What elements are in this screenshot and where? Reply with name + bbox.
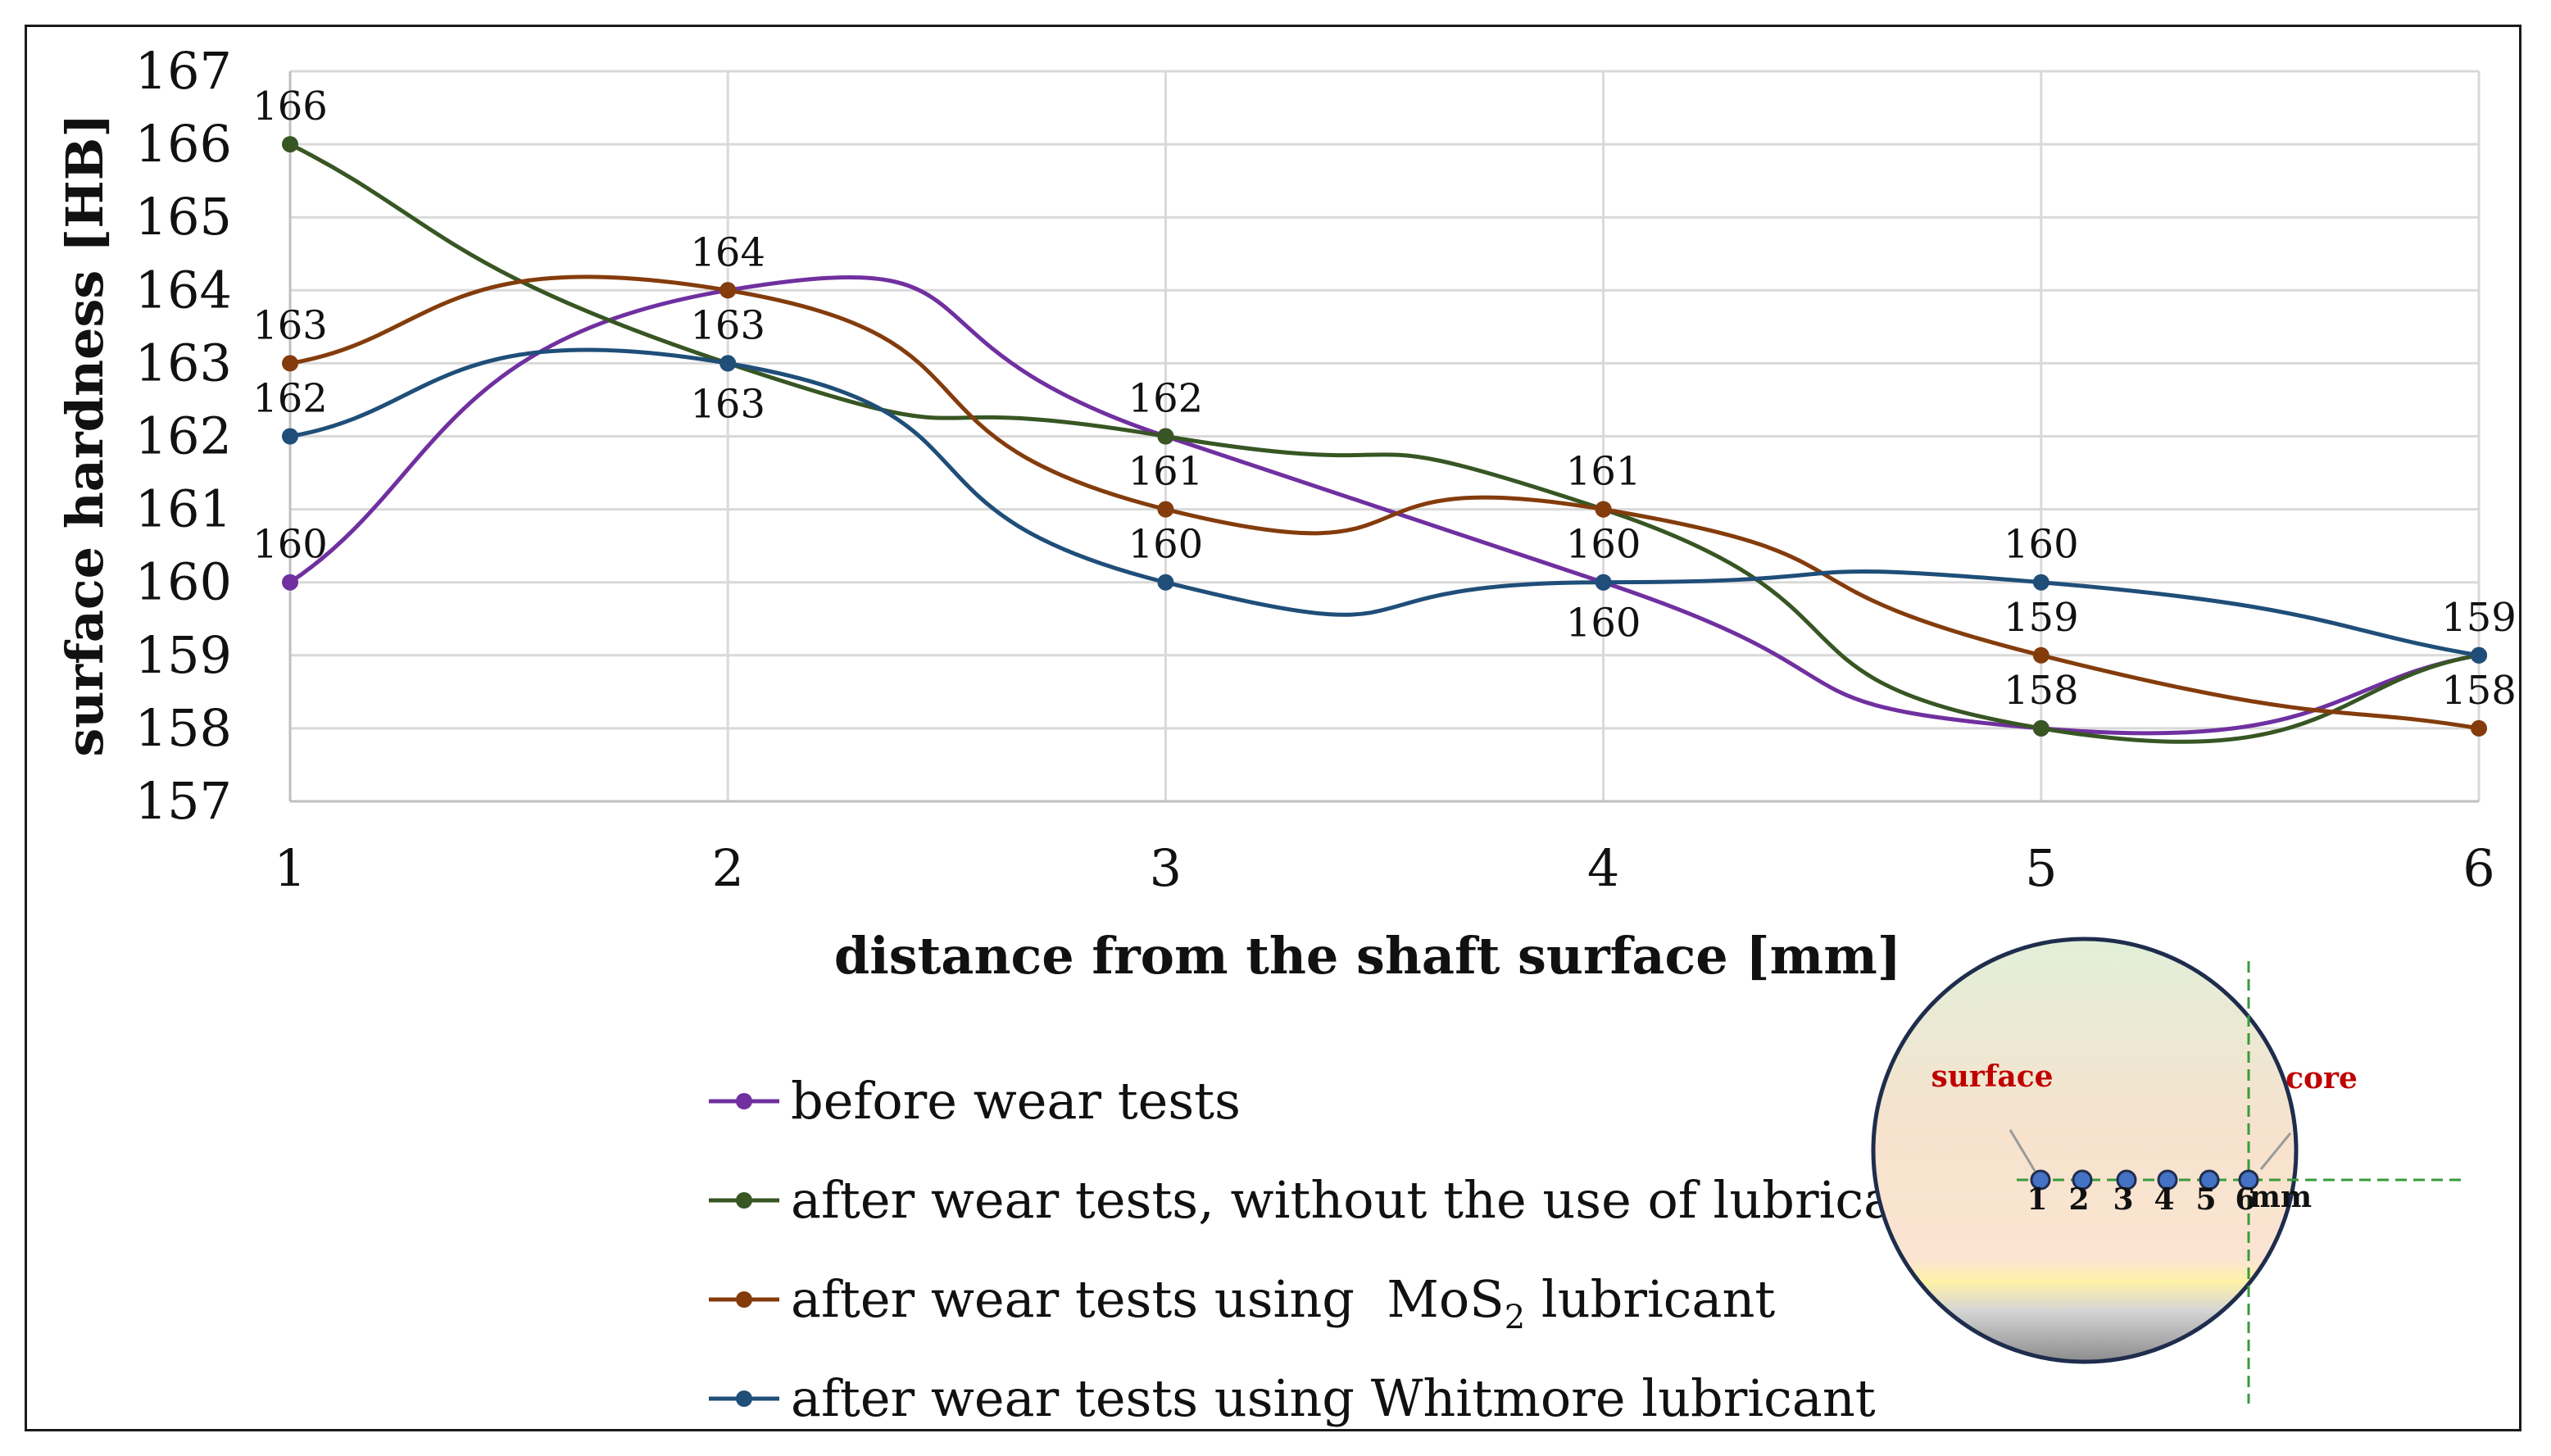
legend-item-2: after wear tests, without the use of lub… <box>709 1170 1947 1230</box>
series-2-point <box>2032 719 2049 737</box>
inset-point-label: 3 <box>2113 1182 2133 1217</box>
series-3-point <box>2032 646 2049 664</box>
data-label: 160 <box>1566 601 1641 646</box>
x-tick-label: 1 <box>274 838 306 898</box>
chart-series-lines <box>288 142 2480 744</box>
data-label: 158 <box>2004 668 2079 714</box>
legend-label-4: after wear tests using Whitmore lubrican… <box>791 1368 1876 1428</box>
data-label: 160 <box>1128 522 1204 568</box>
data-label: 163 <box>690 302 765 348</box>
y-tick-label: 158 <box>135 698 232 758</box>
y-tick-label: 167 <box>135 41 232 101</box>
y-tick-labels: 157 158 159 160 161 162 163 164 165 166 167 <box>135 41 232 831</box>
data-label: 162 <box>252 376 328 422</box>
data-label: 163 <box>690 381 765 427</box>
x-tick-label: 4 <box>1587 838 1619 898</box>
legend-marker-3 <box>736 1291 752 1308</box>
y-tick-label: 164 <box>135 260 232 320</box>
data-label: 164 <box>690 229 765 275</box>
y-tick-label: 157 <box>135 771 232 831</box>
series-2-point <box>1157 428 1174 445</box>
chart-data-labels: 166 163 162 160 164 163 163 162 161 160 161 160 160 1… <box>252 84 2517 714</box>
data-label: 163 <box>252 302 328 348</box>
inset-point-label: 1 <box>2027 1182 2047 1217</box>
y-tick-label: 166 <box>135 114 232 174</box>
legend-label-3: after wear tests using MoS2 lubricant <box>791 1269 1775 1336</box>
series-2-point <box>282 136 298 153</box>
data-label: 161 <box>1128 449 1204 495</box>
inset-point-label: 4 <box>2154 1182 2174 1217</box>
data-label: 162 <box>1128 376 1204 422</box>
data-label: 159 <box>2004 595 2079 641</box>
series-4-point <box>719 355 737 372</box>
inset-point-label: 6 <box>2235 1182 2255 1217</box>
series-1-point <box>282 574 298 591</box>
series-line-1 <box>288 275 2480 736</box>
inset-point-3 <box>2116 1169 2137 1191</box>
x-tick-label: 6 <box>2462 838 2494 898</box>
legend-item-1: before wear tests <box>709 1071 1241 1131</box>
data-label: 161 <box>1566 449 1641 495</box>
legend-item-3: after wear tests using MoS2 lubricant <box>709 1269 1775 1336</box>
surface-label: surface <box>1931 1059 2053 1094</box>
series-3-point <box>1157 501 1174 518</box>
data-label: 160 <box>252 522 328 568</box>
data-label: 158 <box>2441 668 2517 714</box>
inset-point-6 <box>2238 1169 2259 1191</box>
inset-point-label: 5 <box>2195 1182 2216 1217</box>
chart-gridlines <box>290 70 2481 801</box>
x-axis-title: distance from the shaft surface [mm] <box>834 926 1901 986</box>
series-line-2 <box>288 142 2480 744</box>
inset-point-1 <box>2030 1169 2051 1191</box>
legend-marker-4 <box>736 1390 752 1407</box>
x-tick-label: 5 <box>2025 838 2057 898</box>
chart-legend: before wear tests after wear tests, witho… <box>709 1071 1947 1428</box>
chart-series-markers <box>282 136 2487 737</box>
y-tick-label: 161 <box>135 479 232 539</box>
legend-marker-1 <box>736 1093 752 1109</box>
y-tick-label: 160 <box>135 552 232 612</box>
data-label: 166 <box>252 84 328 129</box>
series-4-point <box>1595 574 1612 591</box>
y-tick-label: 162 <box>135 406 232 466</box>
legend-marker-2 <box>736 1192 752 1209</box>
x-tick-label: 3 <box>1150 838 1182 898</box>
inset-point-2 <box>2072 1169 2093 1191</box>
series-4-point <box>282 428 298 445</box>
series-3-point <box>2471 719 2487 737</box>
series-4-point <box>1157 574 1174 591</box>
core-label: core <box>2285 1061 2358 1095</box>
data-label: 159 <box>2441 595 2517 641</box>
series-4-point <box>2471 646 2487 664</box>
core-arrow <box>2259 1132 2292 1170</box>
y-tick-label: 165 <box>135 187 232 247</box>
data-label: 160 <box>1566 522 1641 568</box>
x-tick-label: 2 <box>711 838 743 898</box>
inset-point-label: 2 <box>2068 1182 2089 1217</box>
shaft-circle <box>1871 937 2299 1364</box>
y-tick-label: 159 <box>135 625 232 685</box>
inset-unit-label: mm <box>2249 1180 2312 1214</box>
legend-label-1: before wear tests <box>791 1071 1241 1131</box>
data-label: 160 <box>2004 522 2079 568</box>
series-3-point <box>719 282 737 299</box>
series-line-4 <box>289 347 2480 658</box>
y-tick-label: 163 <box>135 333 232 392</box>
series-3-point <box>282 355 298 372</box>
series-4-point <box>2032 574 2049 591</box>
inset-point-4 <box>2157 1169 2178 1191</box>
series-line-3 <box>289 274 2480 731</box>
surface-arrow <box>2009 1129 2036 1172</box>
legend-item-4: after wear tests using Whitmore lubrican… <box>709 1368 1876 1428</box>
x-tick-labels: 1 2 3 4 5 6 <box>274 838 2494 898</box>
inset-point-5 <box>2199 1169 2220 1191</box>
legend-label-2: after wear tests, without the use of lub… <box>791 1170 1947 1230</box>
series-3-point <box>1595 501 1612 518</box>
y-axis-title: surface hardness [HB] <box>55 113 115 756</box>
